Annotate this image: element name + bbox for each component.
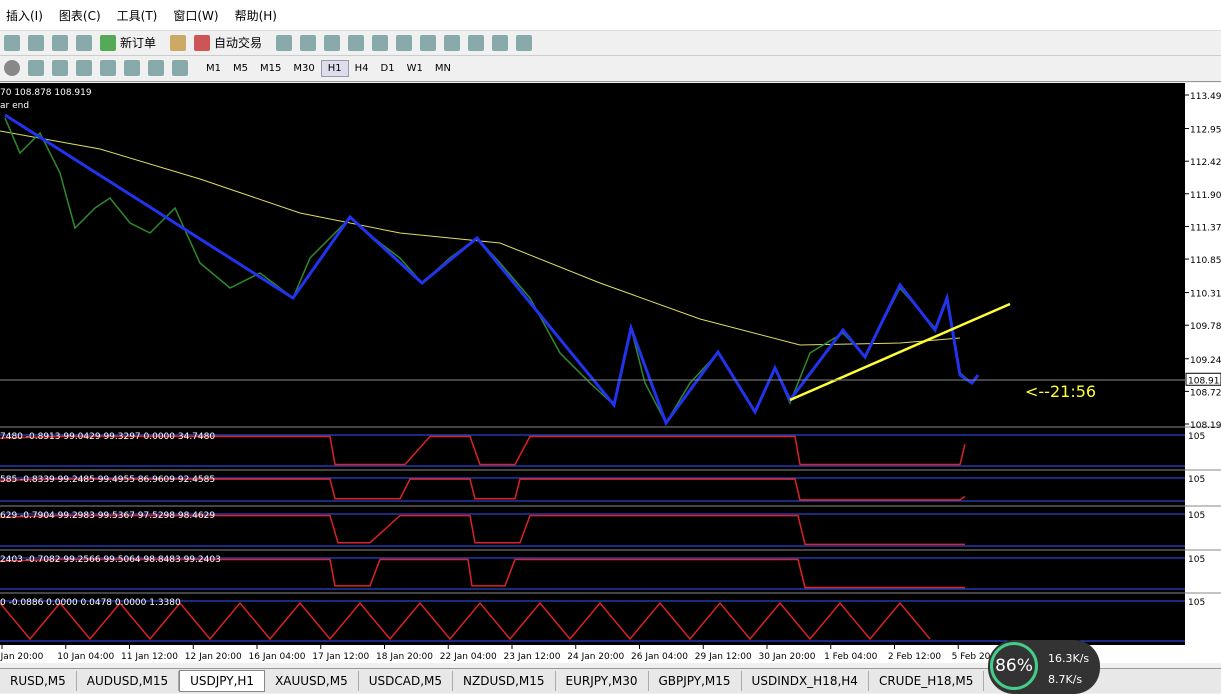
time-label: 11 Jan 12:00	[121, 652, 178, 662]
price-label: 108.195	[1190, 421, 1221, 431]
price-label: 110.850	[1190, 256, 1221, 266]
timeframe-button[interactable]: MN	[434, 62, 451, 74]
indicator-header: 629 -0.7904 99.2983 99.5367 97.5298 98.4…	[0, 511, 215, 521]
menu-bar: 插入(I) 图表(C) 工具(T) 窗口(W) 帮助(H)	[0, 0, 1221, 31]
chart-tab[interactable]: CRUDE_H18,M5	[869, 671, 985, 691]
price-label: 112.425	[1190, 158, 1221, 168]
chart-header: 70 108.878 108.919	[0, 88, 92, 98]
price-label: 112.950	[1190, 126, 1221, 136]
indicator-scale: 105	[1188, 511, 1205, 521]
indicator-header: 585 -0.8339 99.2485 99.4955 86.9609 92.4…	[0, 475, 215, 485]
chart-tab[interactable]: GBPJPY,M15	[649, 671, 742, 691]
download-speed: 8.7K/s	[1048, 673, 1083, 686]
indicator-header: 0 -0.0886 0.0000 0.0478 0.0000 1.3380	[0, 598, 181, 608]
toolbar: 新订单 自动交易	[0, 30, 1221, 56]
time-label: Jan 20:00	[0, 652, 44, 662]
indicator-line	[0, 435, 966, 466]
chart-tab[interactable]: NZDUSD,M15	[453, 671, 556, 691]
menu-item[interactable]: 插入(I)	[6, 8, 43, 23]
chart-tab[interactable]: EURJPY,M30	[556, 671, 649, 691]
timeframe-button[interactable]: M1	[206, 62, 221, 74]
time-label: 23 Jan 12:00	[504, 652, 561, 662]
auto-trade-button[interactable]: 自动交易	[214, 36, 263, 50]
price-label: 111.900	[1190, 191, 1221, 201]
chart-area: 7480 -0.8913 99.0429 99.3297 0.0000 34.7…	[0, 83, 1221, 663]
price-label: 109.785	[1190, 322, 1221, 332]
indicator-line	[0, 478, 966, 501]
indicator-header: 2403 -0.7082 99.2566 99.5064 98.8483 99.…	[0, 555, 221, 565]
price-label: 108.720	[1190, 388, 1221, 398]
price-label: 111.375	[1190, 223, 1221, 233]
new-order-button[interactable]: 新订单	[120, 36, 157, 50]
time-label: 5 Feb 20:00	[952, 652, 1006, 662]
indicator-scale: 105	[1188, 598, 1205, 608]
time-axis	[0, 645, 1221, 663]
time-label: 30 Jan 20:00	[759, 652, 816, 662]
time-label: 18 Jan 20:00	[376, 652, 433, 662]
time-label: 22 Jan 04:00	[440, 652, 497, 662]
timeframe-button[interactable]: H1	[320, 59, 349, 77]
timeframe-button[interactable]: H4	[354, 62, 369, 74]
time-label: 10 Jan 04:00	[57, 652, 114, 662]
indicator-scale: 105	[1188, 475, 1205, 485]
time-label: 17 Jan 12:00	[312, 652, 369, 662]
chart-tab[interactable]: USDJPY,H1	[179, 670, 266, 692]
indicator-line	[0, 601, 931, 641]
indicator-header: 7480 -0.8913 99.0429 99.3297 0.0000 34.7…	[0, 432, 215, 442]
time-label: 1 Feb 04:00	[824, 652, 878, 662]
chart-tab[interactable]: USDCAD,M5	[359, 671, 453, 691]
time-label: 16 Jan 04:00	[249, 652, 306, 662]
indicator-line	[0, 514, 965, 546]
chart-subheader: ar end	[0, 101, 29, 111]
time-label: 29 Jan 12:00	[695, 652, 752, 662]
indicator-scale: 105	[1188, 555, 1205, 565]
timeframe-button[interactable]: M5	[233, 62, 248, 74]
time-label: 12 Jan 20:00	[185, 652, 242, 662]
menu-item[interactable]: 图表(C)	[58, 8, 101, 23]
chart-tab[interactable]: USDINDX_H18,H4	[742, 671, 869, 691]
timeframe-button[interactable]: D1	[380, 62, 395, 74]
menu-item[interactable]: 工具(T)	[116, 8, 158, 23]
current-price-label: 108.915	[1188, 376, 1221, 386]
menu-item[interactable]: 窗口(W)	[173, 8, 219, 23]
current-price-box	[1185, 372, 1221, 386]
timeframe-button[interactable]: W1	[406, 62, 423, 74]
cpu-percent: 86%	[990, 642, 1038, 690]
time-label: 26 Jan 04:00	[631, 652, 688, 662]
network-widget: 86% 16.3K/s 8.7K/s	[988, 640, 1100, 694]
toolbar-2: M1 M5 M15 M30 H1 H4 D1 W1 MN	[0, 55, 1221, 82]
chart-tab[interactable]: AUDUSD,M15	[77, 671, 180, 691]
indicator-line	[0, 558, 965, 589]
price-label: 110.310	[1190, 290, 1221, 300]
timeframe-button[interactable]: M30	[293, 62, 315, 74]
price-label: 109.245	[1190, 356, 1221, 366]
menu-item[interactable]: 帮助(H)	[234, 8, 277, 23]
time-label: 2 Feb 12:00	[888, 652, 942, 662]
chart-tab[interactable]: XAUUSD,M5	[265, 671, 359, 691]
price-label: 113.490	[1190, 92, 1221, 102]
time-label: 24 Jan 20:00	[567, 652, 624, 662]
timeframe-button[interactable]: M15	[260, 62, 282, 74]
indicator-scale: 105	[1188, 432, 1205, 442]
chart-tab[interactable]: RUSD,M5	[0, 671, 77, 691]
time-annotation: <--21:56	[1025, 382, 1096, 401]
upload-speed: 16.3K/s	[1048, 652, 1090, 665]
